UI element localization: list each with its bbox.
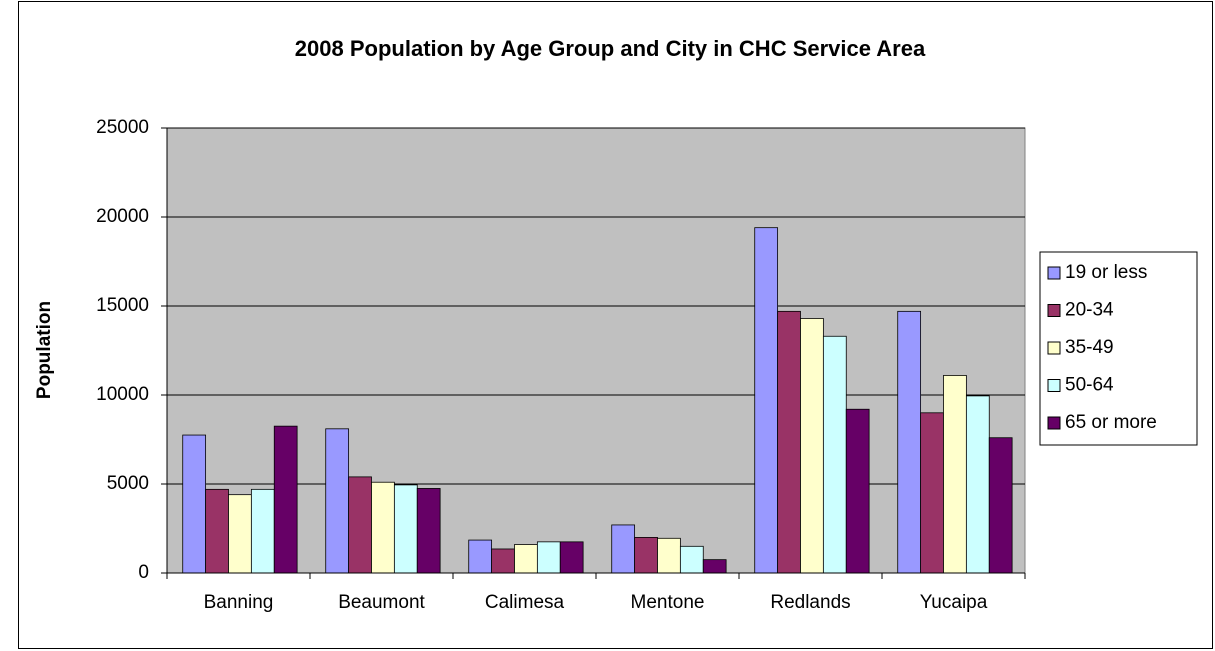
bar (393, 484, 418, 574)
chart-title: 2008 Population by Age Group and City in… (295, 36, 926, 61)
bar (514, 544, 538, 574)
legend-swatch (1047, 379, 1061, 392)
y-tick-label: 15000 (96, 295, 149, 316)
bar (702, 559, 727, 574)
bar (920, 412, 944, 574)
legend-label: 65 or more (1065, 412, 1157, 433)
bar (536, 541, 561, 574)
bar (491, 548, 515, 574)
x-tick-label: Mentone (631, 592, 705, 613)
bar (679, 545, 704, 574)
bar (822, 335, 847, 574)
x-tick-label: Beaumont (338, 592, 425, 613)
x-tick-label: Calimesa (485, 592, 565, 613)
legend-label: 50-64 (1065, 375, 1114, 396)
legend-label: 19 or less (1065, 262, 1147, 283)
bar (250, 488, 275, 574)
bar (897, 310, 922, 574)
bar (777, 310, 801, 574)
bar (634, 537, 658, 574)
bar (657, 537, 681, 574)
y-tick-label: 10000 (96, 384, 149, 405)
y-tick-label: 25000 (96, 117, 149, 138)
y-tick-label: 20000 (96, 206, 149, 227)
y-axis-title: Population (34, 301, 55, 399)
bar (611, 524, 636, 574)
legend-label: 35-49 (1065, 337, 1114, 358)
bar (468, 539, 493, 574)
legend-label: 20-34 (1065, 300, 1114, 321)
bar (559, 541, 584, 574)
y-tick-label: 5000 (107, 473, 149, 494)
y-tick-label: 0 (138, 562, 149, 583)
x-tick-label: Yucaipa (920, 592, 988, 613)
bar (348, 476, 372, 574)
bar (205, 488, 229, 574)
bar (845, 408, 870, 574)
legend-swatch (1047, 266, 1061, 280)
x-tick-label: Redlands (770, 592, 850, 613)
legend-box (1039, 251, 1198, 446)
bar (965, 395, 990, 574)
bar (988, 437, 1013, 574)
bar (371, 481, 395, 574)
plot-area (166, 127, 1026, 574)
bar (754, 227, 779, 574)
legend-swatch (1047, 304, 1061, 317)
bar (943, 375, 967, 574)
legend-swatch (1047, 341, 1061, 355)
bar (416, 488, 441, 574)
bar (325, 428, 350, 574)
bar (182, 434, 207, 574)
bar (800, 318, 824, 574)
bar (228, 494, 252, 574)
x-tick-label: Banning (204, 592, 274, 613)
legend-swatch (1047, 416, 1061, 430)
bar (273, 425, 298, 574)
